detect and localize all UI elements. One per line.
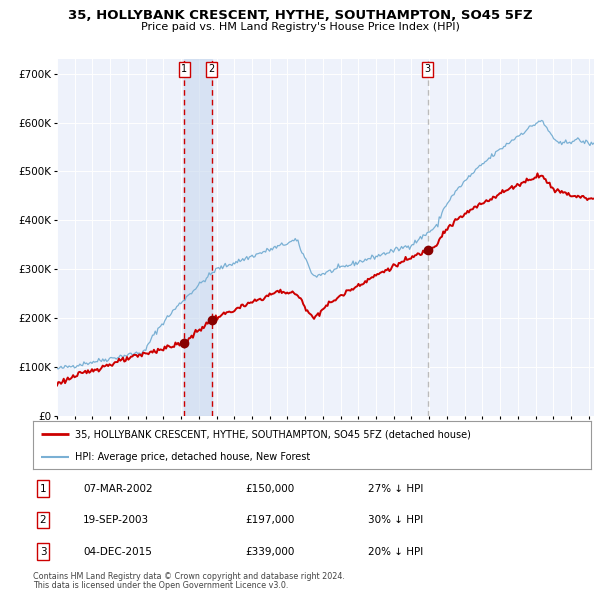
Text: 04-DEC-2015: 04-DEC-2015 <box>83 546 152 556</box>
Text: HPI: Average price, detached house, New Forest: HPI: Average price, detached house, New … <box>75 452 310 462</box>
Text: 20% ↓ HPI: 20% ↓ HPI <box>368 546 423 556</box>
Text: Contains HM Land Registry data © Crown copyright and database right 2024.: Contains HM Land Registry data © Crown c… <box>33 572 345 581</box>
Text: 35, HOLLYBANK CRESCENT, HYTHE, SOUTHAMPTON, SO45 5FZ: 35, HOLLYBANK CRESCENT, HYTHE, SOUTHAMPT… <box>68 9 532 22</box>
Text: 2: 2 <box>40 515 46 525</box>
Text: This data is licensed under the Open Government Licence v3.0.: This data is licensed under the Open Gov… <box>33 581 289 590</box>
Text: 3: 3 <box>40 546 46 556</box>
Text: 1: 1 <box>40 484 46 494</box>
Text: 35, HOLLYBANK CRESCENT, HYTHE, SOUTHAMPTON, SO45 5FZ (detached house): 35, HOLLYBANK CRESCENT, HYTHE, SOUTHAMPT… <box>75 429 471 439</box>
Text: 27% ↓ HPI: 27% ↓ HPI <box>368 484 423 494</box>
Text: £339,000: £339,000 <box>245 546 295 556</box>
Text: Price paid vs. HM Land Registry's House Price Index (HPI): Price paid vs. HM Land Registry's House … <box>140 22 460 32</box>
Text: 07-MAR-2002: 07-MAR-2002 <box>83 484 153 494</box>
Text: £150,000: £150,000 <box>245 484 294 494</box>
Text: 19-SEP-2003: 19-SEP-2003 <box>83 515 149 525</box>
Text: 3: 3 <box>425 64 431 74</box>
Text: £197,000: £197,000 <box>245 515 295 525</box>
Bar <box>184 59 212 416</box>
Text: 30% ↓ HPI: 30% ↓ HPI <box>368 515 423 525</box>
Text: 1: 1 <box>181 64 187 74</box>
Text: 2: 2 <box>208 64 215 74</box>
